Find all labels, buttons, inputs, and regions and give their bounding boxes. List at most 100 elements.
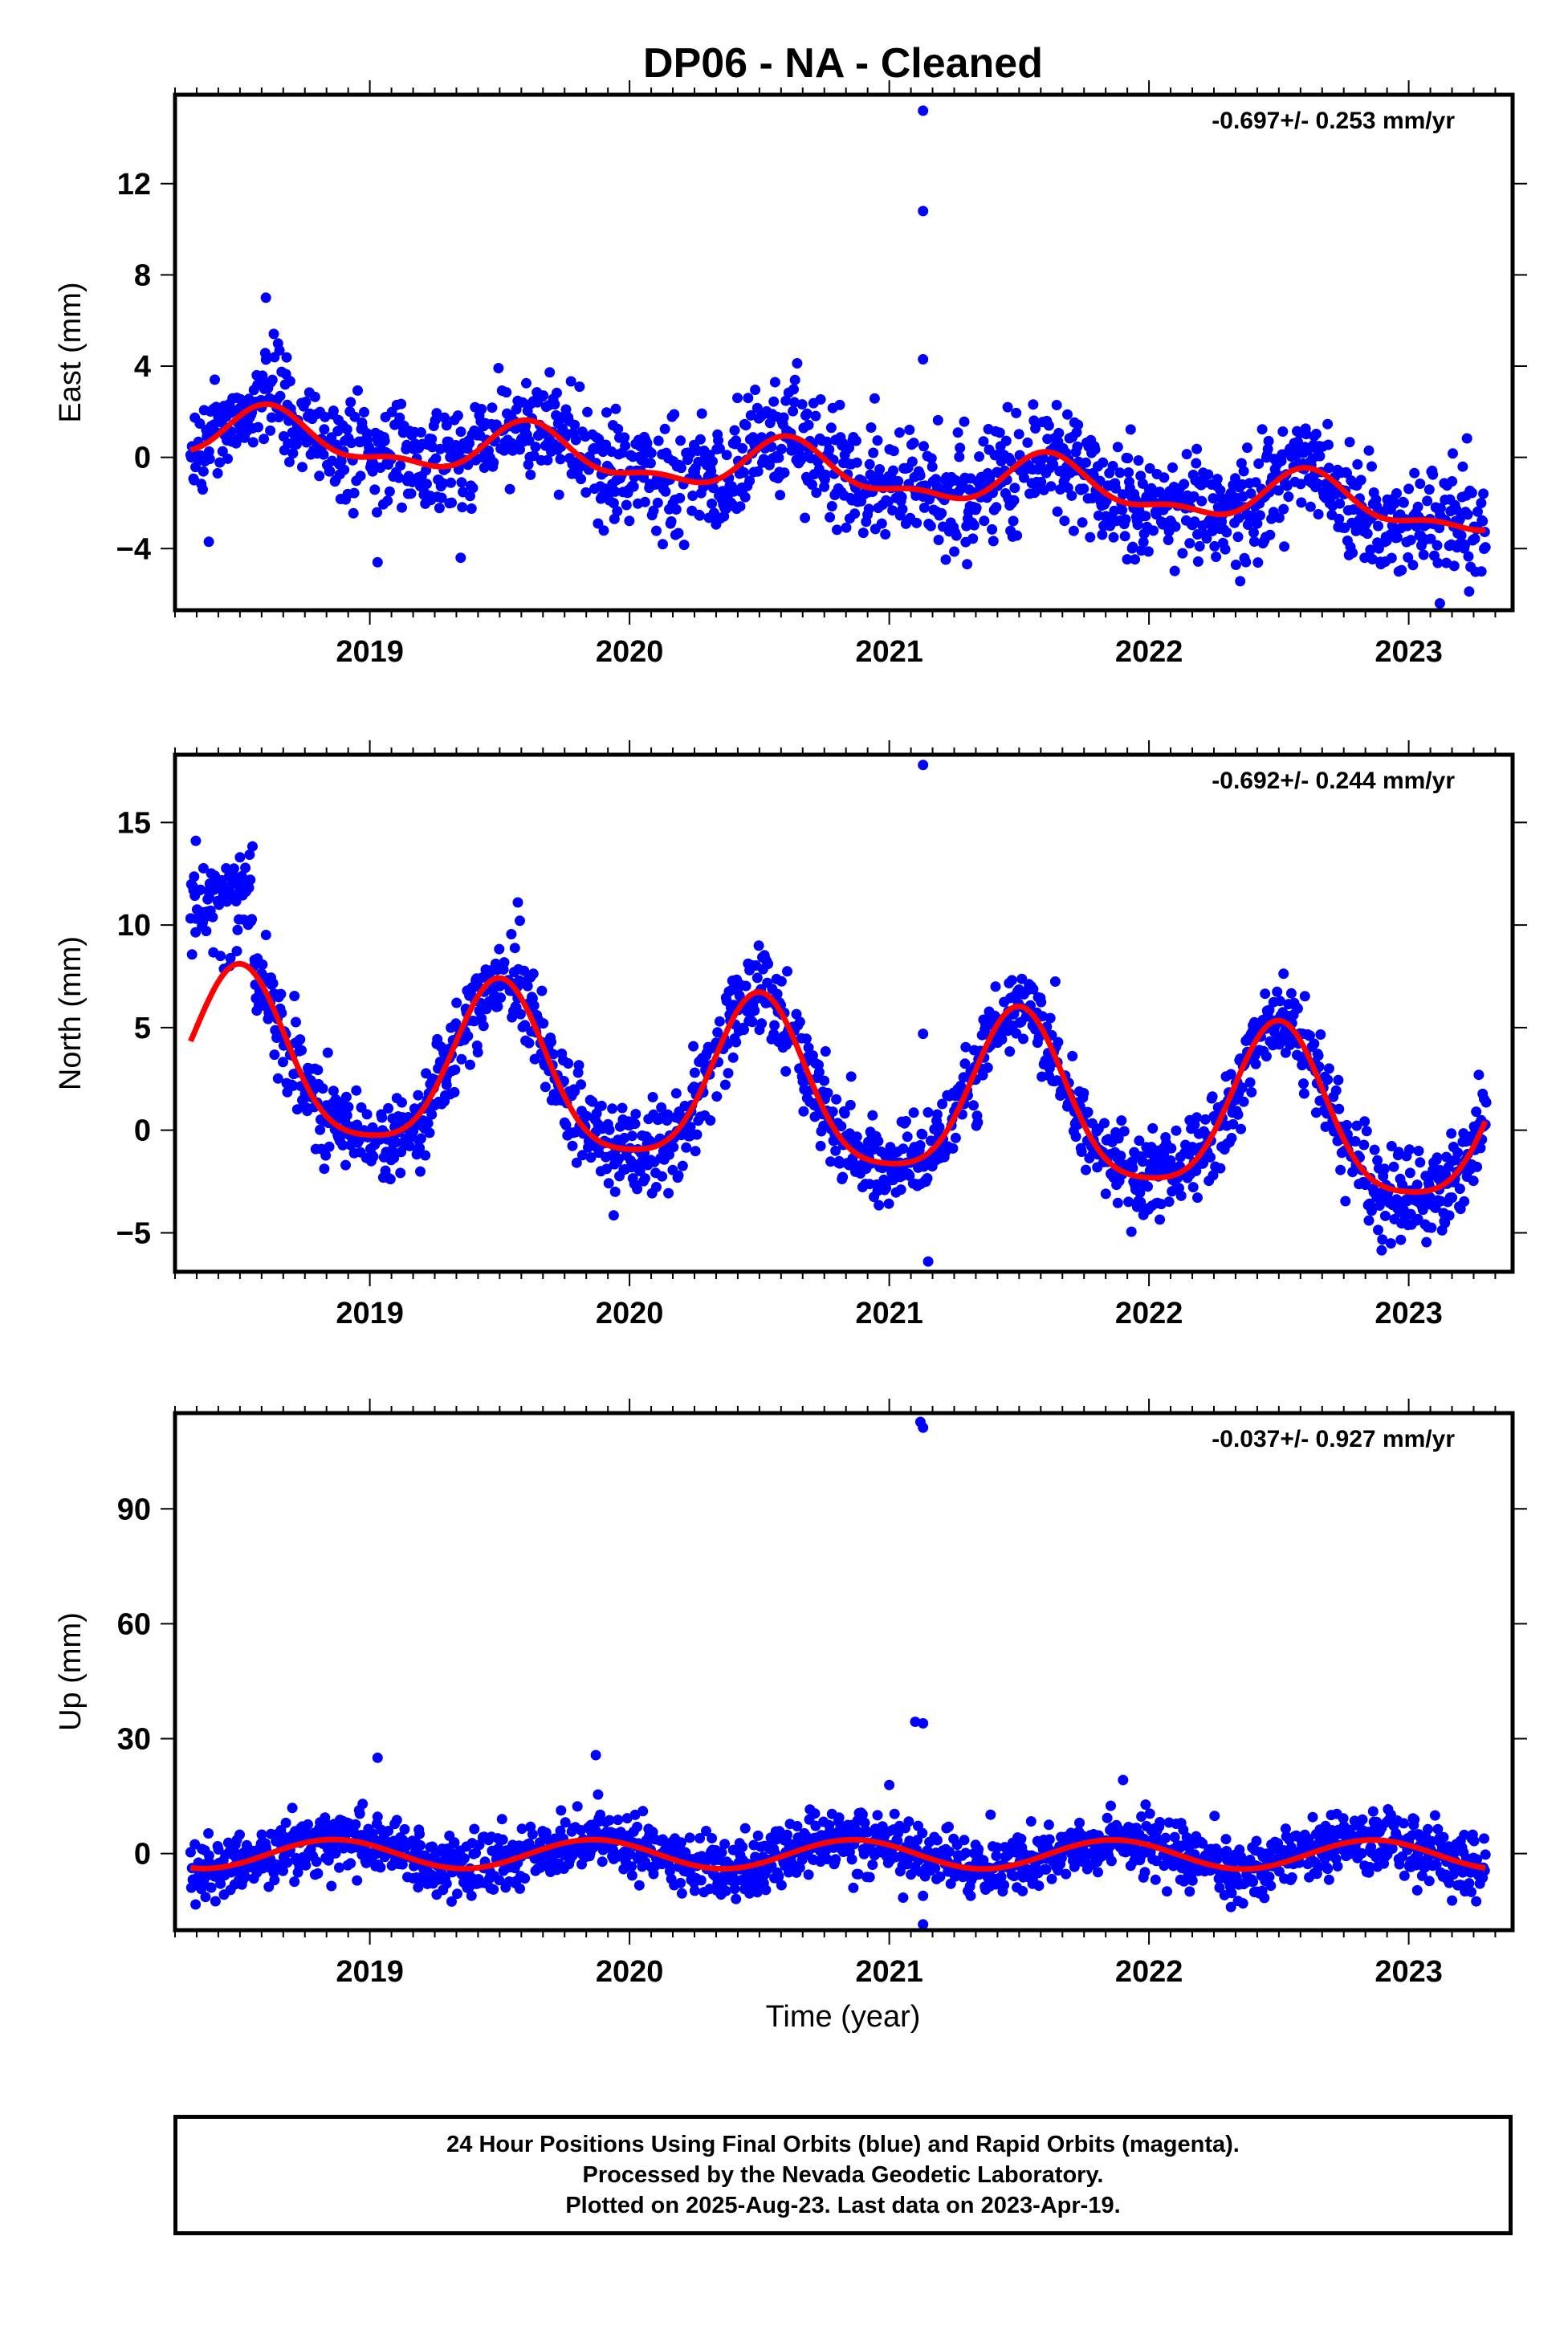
data-point [801,408,813,419]
data-point [394,412,405,423]
data-point [739,491,751,503]
data-point [720,1885,731,1896]
data-point [1352,458,1363,470]
data-point [607,1103,618,1114]
data-point [872,435,883,446]
data-point [1323,439,1334,450]
data-point [260,354,271,365]
data-point [613,423,624,434]
data-point [1169,1831,1180,1843]
data-point [694,1833,706,1843]
data-point [1322,1074,1334,1086]
data-point [287,448,299,459]
data-point [372,1811,383,1823]
data-point [1369,1144,1380,1155]
data-point [663,1187,674,1199]
data-point [595,1809,606,1820]
data-point [735,501,746,512]
data-point [1009,483,1020,494]
data-point [1366,554,1378,564]
data-point [898,1892,909,1903]
data-point [217,446,228,457]
data-point [1334,498,1346,509]
data-point [528,1000,540,1011]
data-point [291,1104,303,1115]
data-point [1363,445,1375,456]
figure-title: DP06 - NA - Cleaned [643,40,1043,87]
data-point-outlier [922,1256,934,1267]
data-point [1080,1852,1091,1864]
fit-line-east [189,401,1487,533]
y-tick-label: 5 [134,1012,151,1045]
data-point [895,1184,906,1196]
data-point [1191,458,1202,469]
data-point [776,443,787,454]
data-point [530,442,541,453]
data-point [974,451,985,462]
data-point [902,1131,913,1143]
data-point [1252,557,1264,568]
data-point [1466,487,1477,499]
data-point [1142,546,1154,557]
data-point [1264,1004,1275,1016]
data-point [739,467,749,478]
data-point [570,434,581,446]
data-point [799,1084,810,1095]
data-point [284,376,295,387]
data-point [413,1090,424,1101]
data-point [424,1127,435,1139]
data-point [845,1071,857,1082]
data-point [466,1890,477,1901]
data-point [1225,1901,1236,1912]
data-point [776,1880,787,1891]
data-point [1391,488,1402,499]
data-point [1045,481,1057,492]
data-point [340,1091,352,1102]
data-point [1446,1128,1457,1139]
data-point [1432,540,1443,551]
data-point [348,507,359,519]
data-point [908,1107,919,1118]
data-point [569,419,580,430]
data-point [519,965,530,976]
data-point [1379,1210,1391,1221]
data-point [1395,1234,1407,1245]
data-point [521,377,531,389]
data-point [1189,516,1200,528]
data-point [1138,536,1149,548]
data-point [788,405,799,417]
data-point [1464,586,1475,597]
data-point [1310,429,1322,439]
data-point [1184,1886,1195,1897]
data-point [1112,442,1123,453]
data-point [488,457,499,468]
data-point [457,502,468,513]
data-point [1220,544,1231,555]
data-point [495,992,507,1004]
data-point [851,1131,862,1143]
y-tick-label: 0 [134,442,151,475]
data-point [1203,469,1214,480]
data-point [574,381,585,393]
data-point [309,391,320,402]
data-point [436,492,447,503]
data-point [596,1100,607,1111]
data-point [1340,1196,1351,1207]
data-point [499,957,510,968]
data-point [1263,435,1274,446]
data-point [1403,483,1415,495]
data-point [348,487,360,499]
data-point [422,1118,434,1129]
data-point [936,507,947,519]
data-point [1112,1197,1123,1208]
data-point [446,1896,457,1907]
data-point [609,513,620,524]
data-point [1335,1164,1346,1175]
data-point [780,395,792,406]
data-point [449,1837,460,1848]
data-point [794,442,805,454]
data-point [713,435,724,446]
data-point [1036,476,1047,487]
data-point [675,1877,686,1888]
data-point [1432,557,1444,568]
